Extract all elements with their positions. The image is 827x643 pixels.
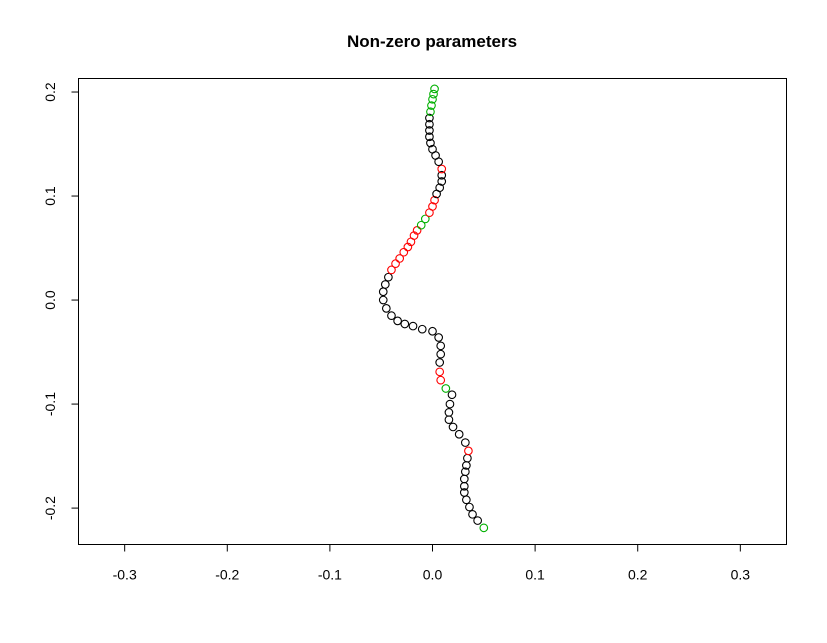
data-point [448, 422, 458, 432]
data-point [400, 319, 410, 329]
data-point [387, 265, 396, 275]
data-point [387, 311, 396, 321]
data-point [427, 101, 436, 110]
data-point [425, 113, 434, 123]
data-point [444, 408, 454, 417]
data-point [425, 126, 434, 135]
data-point [428, 144, 437, 154]
data-point [425, 119, 434, 129]
x-tick-label: -0.3 [113, 567, 137, 583]
data-point [464, 446, 473, 456]
data-point [447, 390, 457, 400]
data-point [479, 523, 489, 533]
data-point [460, 438, 470, 447]
data-point [445, 399, 455, 409]
y-tick-label: 0.2 [42, 82, 58, 102]
data-point [435, 358, 445, 367]
data-point [426, 107, 435, 117]
data-points [378, 84, 489, 533]
data-point [430, 84, 439, 94]
data-point [435, 367, 445, 377]
x-tick-label: 0.2 [628, 567, 648, 583]
data-point [454, 429, 464, 439]
x-axis: -0.3 -0.2 -0.1 0.0 0.1 0.2 0.3 [113, 544, 751, 583]
data-point [434, 333, 444, 342]
data-point [437, 164, 447, 174]
data-point [380, 280, 390, 289]
data-point [436, 375, 446, 385]
data-point [378, 287, 388, 297]
data-point [426, 138, 435, 148]
data-point [384, 272, 393, 282]
x-tick-label: -0.1 [318, 567, 342, 583]
data-point [462, 495, 471, 505]
data-point [437, 170, 447, 180]
data-point [408, 321, 418, 331]
x-tick-label: 0.0 [423, 567, 443, 583]
x-tick-label: -0.2 [215, 567, 239, 583]
data-point [399, 247, 409, 257]
data-point [429, 89, 438, 99]
data-point [391, 259, 400, 269]
data-point [441, 384, 451, 393]
data-point [444, 415, 454, 425]
data-point [420, 214, 430, 224]
data-point [465, 502, 474, 512]
data-point [378, 295, 388, 305]
chart-title: Non-zero parameters [347, 32, 517, 51]
data-point [428, 326, 437, 336]
data-point [381, 304, 391, 313]
data-point [436, 349, 446, 359]
data-point [428, 94, 437, 104]
x-tick-label: 0.1 [525, 567, 545, 583]
data-point [459, 488, 469, 497]
data-point [416, 220, 426, 230]
data-point [417, 324, 427, 334]
data-point [428, 202, 437, 211]
data-point [460, 467, 470, 477]
data-point [425, 132, 434, 142]
y-axis: -0.2 -0.1 0.0 0.1 0.2 [42, 82, 79, 520]
y-tick-label: 0.0 [42, 290, 58, 310]
x-tick-label: 0.3 [731, 567, 751, 583]
y-tick-label: -0.2 [42, 496, 58, 520]
data-point [473, 516, 482, 525]
data-point [435, 183, 445, 193]
plot-frame [78, 78, 787, 545]
data-point [430, 195, 439, 205]
data-point [468, 509, 477, 519]
data-point [436, 341, 446, 351]
data-point [393, 316, 402, 326]
y-tick-label: 0.1 [42, 186, 58, 206]
data-point [463, 453, 472, 463]
data-point [395, 254, 405, 263]
y-tick-label: -0.1 [42, 392, 58, 416]
data-point [459, 474, 469, 484]
data-point [437, 177, 447, 186]
